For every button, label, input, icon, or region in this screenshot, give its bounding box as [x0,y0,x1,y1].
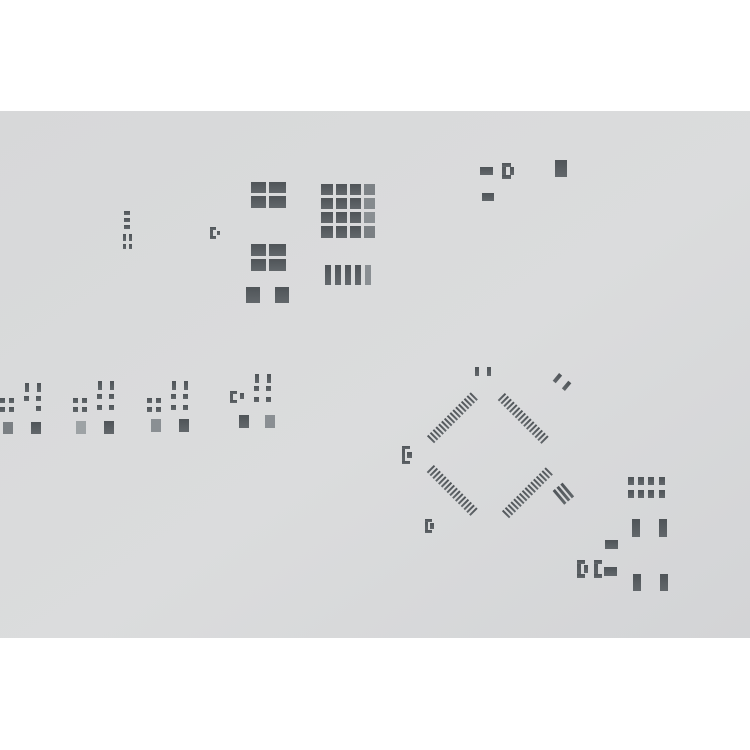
small-component-cluster [73,381,114,434]
fine-pitch-row [552,482,575,505]
tall-pad-pair [632,519,667,537]
pad-grid-2x4 [628,477,665,498]
sot-footprint [475,367,491,376]
small-component-cluster [230,374,275,428]
sot-footprint [210,227,220,239]
small-component-cluster [0,383,41,434]
tall-pad-pair [246,287,289,303]
fine-pitch-row [325,265,371,285]
small-component-cluster [147,381,189,432]
grid-pad-array-2x2 [251,244,286,271]
sot-footprint [577,540,618,578]
sot-footprint [425,519,434,533]
grid-pad-array-4x4 [321,184,375,238]
vertical-pad-column [123,211,132,249]
grid-pad-array-2x2 [251,182,286,208]
sot-footprint [402,446,412,464]
qfp-footprint [426,392,553,519]
tall-pad-pair [633,574,668,591]
sot-footprint [480,160,567,201]
sot-footprint [552,373,572,391]
